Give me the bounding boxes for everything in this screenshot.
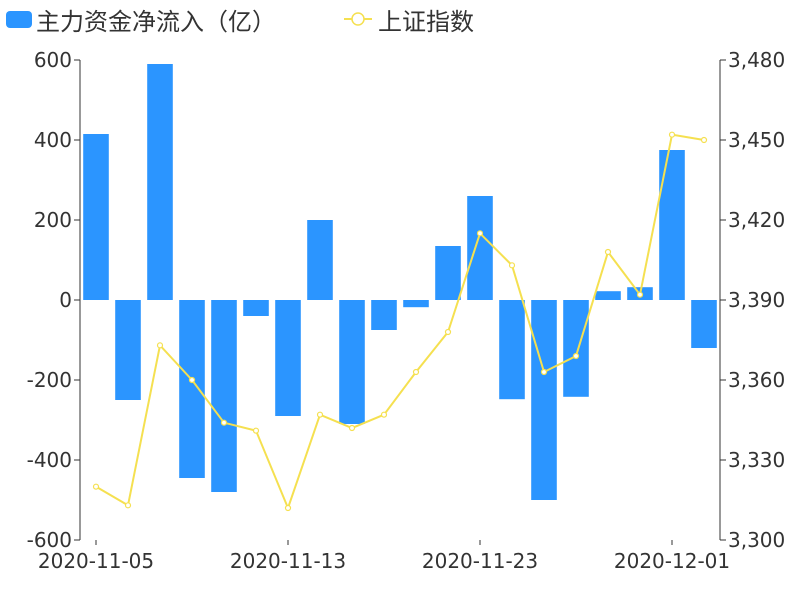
legend-line-marker (351, 12, 365, 26)
index-point-2020-12-01 (668, 131, 676, 138)
bar-2020-11-20 (435, 246, 461, 300)
bar-2020-11-19 (403, 300, 429, 308)
bar-2020-11-16 (307, 220, 333, 300)
index-point-2020-11-13 (284, 504, 292, 512)
bar-2020-11-26 (563, 300, 589, 397)
bar-2020-11-12 (243, 300, 269, 316)
index-point-2020-11-18 (380, 411, 388, 418)
index-point-2020-11-19 (412, 368, 420, 376)
bar-series (83, 64, 717, 500)
x-tick-label: 2020-11-13 (230, 549, 346, 573)
index-point-2020-11-12 (252, 427, 260, 434)
y-left-tick-label: -400 (27, 448, 72, 472)
index-point-2020-11-23 (476, 230, 484, 237)
index-point-2020-11-17 (348, 424, 356, 432)
bar-2020-12-01 (659, 150, 685, 300)
bar-2020-11-13 (275, 300, 301, 416)
y-left-tick-label: -600 (27, 528, 72, 552)
x-tick-label: 2020-11-23 (422, 549, 538, 573)
y-right-tick-label: 3,390 (728, 288, 785, 312)
legend-bar-label: 主力资金净流入（亿） (36, 8, 276, 36)
legend: 主力资金净流入（亿） 上证指数 (6, 8, 474, 36)
y-right-tick-label: 3,480 (728, 48, 785, 72)
y-right-tick-label: 3,330 (728, 448, 785, 472)
axes: 600 400 200 0 -200 -400 -600 3,480 3,450 3,420 3,3… (27, 48, 786, 573)
index-point-2020-11-05 (92, 483, 100, 490)
bar-2020-11-17 (339, 300, 365, 424)
y-right-tick-label: 3,420 (728, 208, 785, 232)
bar-2020-11-24 (499, 300, 525, 400)
index-point-2020-11-06 (124, 502, 132, 509)
index-point-2020-11-09 (156, 342, 164, 349)
legend-bar-swatch (6, 11, 32, 28)
bar-2020-11-06 (115, 300, 141, 400)
bar-2020-11-18 (371, 300, 397, 330)
y-left-tick-label: 200 (34, 208, 72, 232)
y-left-tick-label: -200 (27, 368, 72, 392)
bar-2020-11-25 (531, 300, 557, 500)
index-point-2020-11-16 (316, 411, 324, 418)
index-point-2020-11-30 (636, 291, 644, 298)
bar-2020-12-02 (691, 300, 717, 348)
x-tick-label: 2020-11-05 (38, 549, 154, 573)
y-left-tick-label: 0 (59, 288, 72, 312)
index-line (95, 133, 705, 511)
bar-2020-11-23 (467, 196, 493, 300)
index-point-2020-11-24 (508, 262, 516, 269)
index-point-2020-11-26 (572, 352, 580, 360)
index-point-2020-11-10 (188, 376, 196, 384)
bar-2020-11-11 (211, 300, 237, 492)
index-point-2020-11-11 (220, 419, 228, 426)
index-point-2020-12-02 (700, 136, 708, 144)
y-left-tick-label: 400 (34, 128, 72, 152)
legend-line-label: 上证指数 (378, 8, 474, 36)
line-series (92, 131, 708, 512)
bar-2020-11-05 (83, 134, 109, 300)
index-point-2020-11-27 (604, 248, 612, 256)
y-right-tick-label: 3,300 (728, 528, 785, 552)
y-right-tick-label: 3,450 (728, 128, 785, 152)
bar-2020-11-09 (147, 64, 173, 300)
y-right-tick-label: 3,360 (728, 368, 785, 392)
bar-2020-11-27 (595, 291, 621, 300)
bar-2020-11-10 (179, 300, 205, 478)
index-point-2020-11-20 (444, 328, 452, 336)
index-point-2020-11-25 (540, 368, 548, 376)
x-tick-label: 2020-12-01 (614, 549, 730, 573)
y-left-tick-label: 600 (34, 48, 72, 72)
